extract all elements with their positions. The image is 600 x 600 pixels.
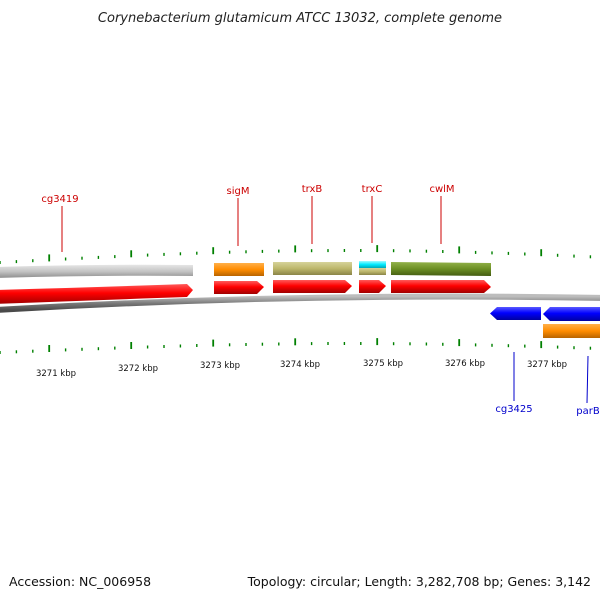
gene-label-parB[interactable]: parB [576, 406, 600, 417]
reverse-gene-labels: cg3425 parB [495, 352, 600, 417]
scale-label-3276kbp: 3276 kbp [445, 359, 485, 369]
scale-label-3273kbp: 3273 kbp [200, 361, 240, 371]
cog-segment-sigM[interactable] [214, 263, 264, 276]
scale-label-3274kbp: 3274 kbp [280, 360, 320, 370]
cog-segment-gray[interactable] [0, 264, 193, 278]
scale-label-3271kbp: 3271 kbp [36, 369, 76, 379]
cog-segment-trxB[interactable] [273, 262, 352, 275]
gene-label-cg3425[interactable]: cg3425 [495, 404, 532, 415]
leader-line-parB [586, 355, 589, 404]
cog-segment-trxC-cyan[interactable] [359, 261, 386, 268]
scale-label-3277kbp: 3277 kbp [527, 360, 567, 370]
gene-label-trxB[interactable]: trxB [302, 184, 323, 195]
inner-tick-row [0, 338, 592, 354]
cog-segment-trxC-khaki[interactable] [359, 268, 386, 275]
forward-genes [0, 280, 491, 304]
genome-backbone [0, 293, 600, 313]
gene-arrow-parB[interactable] [543, 307, 600, 321]
topology-text: Topology: circular; Length: 3,282,708 bp… [247, 574, 591, 589]
gene-arrow-sigM[interactable] [214, 281, 264, 294]
cog-segment-parB[interactable] [543, 324, 600, 338]
gene-label-trxC[interactable]: trxC [362, 184, 383, 195]
gene-arrow-cg3419[interactable] [0, 284, 193, 304]
gene-label-cg3419[interactable]: cg3419 [41, 194, 78, 205]
scale-label-3275kbp: 3275 kbp [363, 359, 403, 369]
gene-label-sigM[interactable]: sigM [227, 186, 250, 197]
gene-label-cwlM[interactable]: cwlM [429, 184, 454, 195]
gene-arrow-cwlM[interactable] [391, 280, 491, 293]
scale-label-3272kbp: 3272 kbp [118, 364, 158, 374]
cog-segment-cwlM[interactable] [391, 262, 491, 276]
forward-gene-labels: cg3419 sigM trxB trxC cwlM [41, 184, 455, 252]
gene-arrow-cg3425[interactable] [490, 307, 541, 320]
outer-tick-row [0, 245, 592, 264]
reverse-genes [490, 307, 600, 321]
map-title: Corynebacterium glutamicum ATCC 13032, c… [98, 11, 502, 26]
gene-arrow-trxC[interactable] [359, 280, 386, 293]
gene-arrow-trxB[interactable] [273, 280, 352, 293]
accession-text: Accession: NC_006958 [9, 574, 151, 589]
cog-ring-forward [0, 261, 491, 278]
scale-labels: 3271 kbp 3272 kbp 3273 kbp 3274 kbp 3275… [36, 359, 567, 379]
